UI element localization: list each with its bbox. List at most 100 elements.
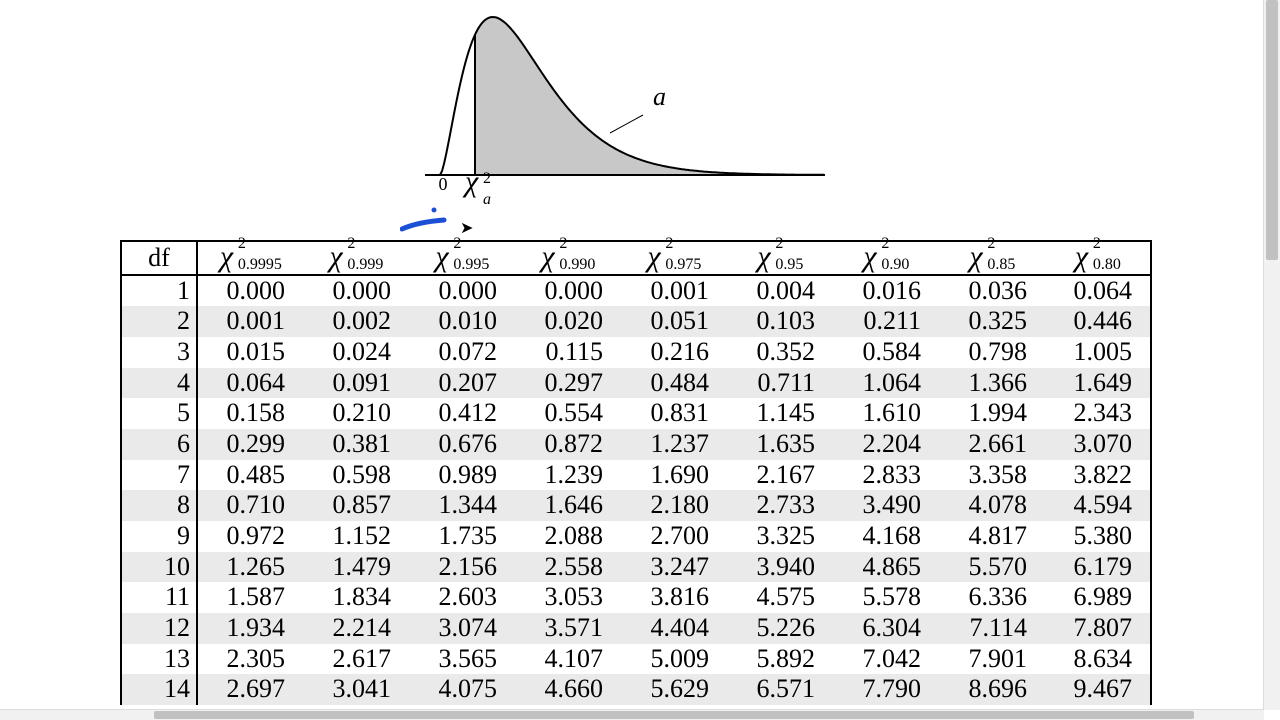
value-cell: 2.833: [833, 460, 939, 491]
chi-squared-a-label: χ 2 a: [462, 165, 491, 208]
a-pointer-line: [610, 115, 643, 133]
value-cell: 3.074: [409, 613, 515, 644]
value-cell: 1.646: [515, 490, 621, 521]
value-cell: 3.070: [1045, 429, 1151, 460]
value-cell: 0.798: [939, 337, 1045, 368]
value-cell: 2.661: [939, 429, 1045, 460]
alpha-header-0p90: χ20.90: [833, 241, 939, 275]
value-cell: 0.297: [515, 368, 621, 399]
value-cell: 5.009: [621, 644, 727, 675]
df-cell: 5: [121, 398, 197, 429]
value-cell: 3.358: [939, 460, 1045, 491]
value-cell: 5.380: [1045, 521, 1151, 552]
value-cell: 6.304: [833, 613, 939, 644]
value-cell: 0.598: [303, 460, 409, 491]
value-cell: 2.343: [1045, 398, 1151, 429]
df-cell: 9: [121, 521, 197, 552]
table-row: 60.2990.3810.6760.8721.2371.6352.2042.66…: [121, 429, 1151, 460]
value-cell: 0.972: [197, 521, 303, 552]
value-cell: 0.857: [303, 490, 409, 521]
alpha-header-0p990: χ20.990: [515, 241, 621, 275]
value-cell: 0.412: [409, 398, 515, 429]
value-cell: 0.064: [1045, 275, 1151, 307]
value-cell: 1.145: [727, 398, 833, 429]
value-cell: 9.467: [1045, 674, 1151, 705]
df-cell: 14: [121, 674, 197, 705]
value-cell: 7.901: [939, 644, 1045, 675]
value-cell: 0.584: [833, 337, 939, 368]
table-row: 70.4850.5980.9891.2391.6902.1672.8333.35…: [121, 460, 1151, 491]
value-cell: 1.934: [197, 613, 303, 644]
value-cell: 5.570: [939, 552, 1045, 583]
df-cell: 8: [121, 490, 197, 521]
value-cell: 1.479: [303, 552, 409, 583]
value-cell: 0.872: [515, 429, 621, 460]
chi-square-distribution-diagram: 0 a χ 2 a: [405, 5, 865, 230]
value-cell: 0.091: [303, 368, 409, 399]
alpha-header-0p995: χ20.995: [409, 241, 515, 275]
alpha-header-0p95: χ20.95: [727, 241, 833, 275]
df-header: df: [121, 241, 197, 275]
svg-text:χ: χ: [462, 165, 479, 198]
svg-text:a: a: [483, 191, 491, 208]
value-cell: 0.000: [197, 275, 303, 307]
value-cell: 0.036: [939, 275, 1045, 307]
value-cell: 6.336: [939, 582, 1045, 613]
value-cell: 0.446: [1045, 306, 1151, 337]
value-cell: 3.571: [515, 613, 621, 644]
value-cell: 5.892: [727, 644, 833, 675]
value-cell: 3.940: [727, 552, 833, 583]
df-cell: 10: [121, 552, 197, 583]
shaded-tail-area: [475, 17, 825, 175]
value-cell: 1.610: [833, 398, 939, 429]
value-cell: 4.865: [833, 552, 939, 583]
vertical-scrollbar-thumb[interactable]: [1266, 0, 1278, 260]
value-cell: 1.649: [1045, 368, 1151, 399]
table-row: 10.0000.0000.0000.0000.0010.0040.0160.03…: [121, 275, 1151, 307]
value-cell: 8.634: [1045, 644, 1151, 675]
value-cell: 0.676: [409, 429, 515, 460]
value-cell: 1.994: [939, 398, 1045, 429]
value-cell: 1.064: [833, 368, 939, 399]
value-cell: 3.490: [833, 490, 939, 521]
value-cell: 2.697: [197, 674, 303, 705]
value-cell: 1.237: [621, 429, 727, 460]
horizontal-scrollbar-track[interactable]: [0, 709, 1264, 720]
value-cell: 5.629: [621, 674, 727, 705]
value-cell: 0.072: [409, 337, 515, 368]
value-cell: 1.690: [621, 460, 727, 491]
value-cell: 0.051: [621, 306, 727, 337]
value-cell: 0.381: [303, 429, 409, 460]
value-cell: 0.115: [515, 337, 621, 368]
vertical-scrollbar-track[interactable]: [1263, 0, 1280, 710]
cursor-icon: ➤: [460, 218, 473, 238]
value-cell: 5.226: [727, 613, 833, 644]
value-cell: 3.816: [621, 582, 727, 613]
zero-label: 0: [439, 174, 448, 194]
value-cell: 6.571: [727, 674, 833, 705]
alpha-header-0p9995: χ20.9995: [197, 241, 303, 275]
value-cell: 1.239: [515, 460, 621, 491]
value-cell: 0.484: [621, 368, 727, 399]
value-cell: 0.325: [939, 306, 1045, 337]
value-cell: 0.989: [409, 460, 515, 491]
value-cell: 0.024: [303, 337, 409, 368]
value-cell: 0.001: [621, 275, 727, 307]
alpha-header-0p85: χ20.85: [939, 241, 1045, 275]
table-row: 30.0150.0240.0720.1150.2160.3520.5840.79…: [121, 337, 1151, 368]
value-cell: 1.587: [197, 582, 303, 613]
table-row: 80.7100.8571.3441.6462.1802.7333.4904.07…: [121, 490, 1151, 521]
value-cell: 4.078: [939, 490, 1045, 521]
value-cell: 4.575: [727, 582, 833, 613]
a-label: a: [653, 82, 666, 111]
svg-text:2: 2: [483, 170, 491, 187]
value-cell: 4.817: [939, 521, 1045, 552]
value-cell: 0.207: [409, 368, 515, 399]
value-cell: 0.015: [197, 337, 303, 368]
value-cell: 5.578: [833, 582, 939, 613]
horizontal-scrollbar-thumb[interactable]: [154, 711, 1194, 719]
value-cell: 1.005: [1045, 337, 1151, 368]
value-cell: 0.001: [197, 306, 303, 337]
value-cell: 4.168: [833, 521, 939, 552]
value-cell: 0.103: [727, 306, 833, 337]
